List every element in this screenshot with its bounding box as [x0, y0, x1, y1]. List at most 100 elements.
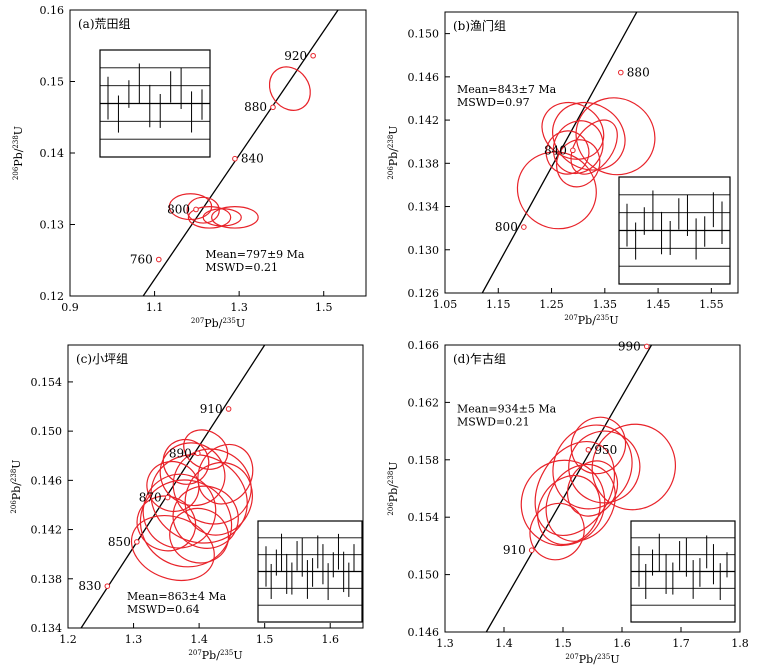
- error-ellipse: [591, 423, 677, 511]
- error-ellipse: [541, 101, 605, 160]
- y-tick-label: 0.13: [40, 219, 65, 232]
- error-ellipse: [184, 461, 253, 536]
- x-tick-label: 0.9: [61, 301, 79, 314]
- age-label: 920: [284, 49, 307, 63]
- y-tick-label: 0.162: [408, 396, 440, 409]
- y-axis-label: 206Pb/238U: [12, 126, 25, 180]
- mswd-text: MSWD=0.64: [127, 603, 200, 616]
- panel-title: (d)乍古组: [453, 351, 506, 366]
- error-ellipse: [136, 495, 197, 552]
- plot-content: [80, 345, 266, 628]
- age-marker: [104, 583, 111, 589]
- mean-age-text: Mean=843±7 Ma: [457, 83, 557, 96]
- x-tick-label: 1.4: [495, 637, 513, 650]
- y-tick-label: 0.146: [31, 474, 63, 487]
- error-ellipse: [169, 507, 230, 564]
- error-ellipse: [534, 440, 616, 537]
- x-tick-label: 1.45: [646, 298, 671, 311]
- age-marker: [195, 450, 201, 457]
- age-label: 830: [78, 579, 101, 593]
- inset-weighted-mean: [630, 520, 736, 623]
- x-tick-label: 1.3: [230, 301, 248, 314]
- age-marker: [521, 224, 527, 230]
- x-tick-label: 1.3: [436, 637, 454, 650]
- error-ellipse: [545, 463, 616, 542]
- plot-content: [481, 12, 656, 293]
- x-tick-label: 1.1: [146, 301, 164, 314]
- age-label: 840: [241, 152, 264, 166]
- error-ellipse: [575, 97, 656, 176]
- panel-a: 0.9 1.1 1.3 1.5 0.12 0.13 0.14 0.15 0.16 207Pb/23…: [12, 4, 367, 330]
- x-tick-label: 1.5: [315, 301, 333, 314]
- inset-weighted-mean: [618, 176, 731, 285]
- panel-title: (b)渔门组: [453, 18, 506, 33]
- age-marker: [225, 406, 232, 412]
- x-axis-label: 207Pb/235U: [191, 317, 245, 330]
- y-tick-label: 0.142: [408, 114, 440, 127]
- error-ellipse: [555, 139, 601, 188]
- inset-weighted-mean: [99, 49, 211, 158]
- x-tick-label: 1.8: [731, 637, 749, 650]
- y-tick-label: 0.166: [408, 339, 440, 352]
- x-tick-label: 1.6: [613, 637, 631, 650]
- age-marker: [156, 256, 162, 263]
- x-tick-label: 1.4: [190, 633, 208, 646]
- error-ellipse: [268, 66, 311, 111]
- age-label: 800: [167, 202, 190, 216]
- mswd-text: MSWD=0.21: [457, 415, 530, 428]
- error-ellipse: [552, 101, 626, 171]
- x-tick-label: 1.55: [699, 298, 724, 311]
- x-tick-label: 1.3: [125, 633, 143, 646]
- age-marker: [585, 446, 592, 453]
- age-marker: [618, 69, 624, 76]
- age-marker: [232, 155, 238, 162]
- x-tick-label: 1.6: [321, 633, 339, 646]
- plot-frame: [444, 11, 739, 294]
- error-ellipse: [202, 208, 242, 227]
- x-axis-label: 207Pb/235U: [565, 653, 619, 666]
- y-tick-label: 0.14: [40, 147, 65, 160]
- age-marker: [164, 494, 171, 501]
- error-ellipse: [211, 206, 259, 229]
- error-ellipse: [187, 206, 232, 229]
- y-tick-label: 0.138: [408, 157, 440, 170]
- y-tick-label: 0.134: [408, 201, 440, 214]
- age-label: 840: [544, 143, 567, 157]
- age-label: 990: [618, 339, 641, 353]
- x-axis-label: 207Pb/235U: [564, 314, 618, 327]
- y-tick-label: 0.146: [408, 626, 440, 639]
- age-label: 890: [169, 446, 192, 460]
- error-ellipse: [183, 429, 229, 470]
- age-label: 880: [244, 100, 267, 114]
- y-axis-label: 206Pb/238U: [387, 125, 400, 179]
- age-label: 870: [139, 491, 162, 505]
- plot-content: [485, 345, 677, 632]
- age-marker: [270, 104, 276, 111]
- y-tick-label: 0.150: [31, 425, 63, 438]
- x-axis-label: 207Pb/235U: [188, 649, 242, 662]
- error-ellipse: [537, 475, 601, 546]
- error-ellipse: [130, 515, 215, 581]
- plot-frame: [67, 344, 364, 629]
- inset-weighted-mean: [257, 520, 363, 623]
- plot-content: [142, 10, 339, 296]
- error-ellipse: [570, 416, 627, 475]
- mean-age-text: Mean=863±4 Ma: [127, 590, 227, 603]
- panel-c: 1.2 1.3 1.4 1.5 1.6 0.134 0.138 0.142 0.146 0.150…: [10, 344, 364, 662]
- y-tick-label: 0.142: [31, 524, 63, 537]
- mean-age-text: Mean=797±9 Ma: [205, 248, 305, 261]
- age-label: 950: [594, 443, 617, 457]
- age-label: 880: [627, 66, 650, 80]
- x-tick-label: 1.15: [486, 298, 511, 311]
- panel-title: (a)荒田组: [78, 17, 131, 31]
- error-ellipse: [570, 119, 618, 175]
- x-tick-label: 1.7: [672, 637, 690, 650]
- age-marker: [193, 206, 199, 213]
- y-tick-label: 0.138: [31, 573, 63, 586]
- error-ellipse: [146, 460, 200, 513]
- error-ellipse: [162, 438, 210, 485]
- error-ellipse: [150, 453, 248, 544]
- age-marker: [570, 147, 576, 154]
- mean-age-text: Mean=934±5 Ma: [457, 402, 557, 415]
